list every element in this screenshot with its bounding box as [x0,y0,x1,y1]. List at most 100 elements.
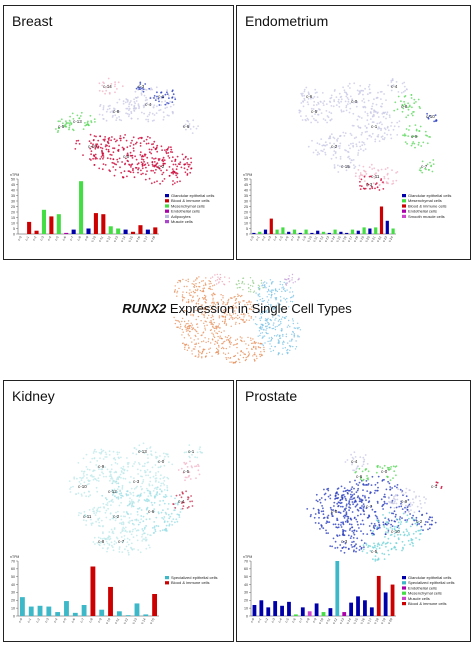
umap-point [382,181,384,184]
umap-point [405,487,408,490]
umap-point [158,159,160,162]
umap-point [133,477,135,480]
umap-point [210,320,212,322]
umap-point [208,280,210,282]
x-tick-label: c-10 [105,617,112,625]
umap-point [79,483,82,485]
umap-point [384,536,386,538]
umap-point [101,468,104,471]
umap-point [109,111,112,113]
umap-point [353,497,356,499]
umap-point [161,96,164,98]
umap-point [259,298,261,301]
umap-point [411,523,414,526]
cluster-label: c-4 [178,499,185,504]
umap-point [322,527,325,530]
umap-point [409,513,411,515]
umap-point [192,296,194,299]
umap-point [322,517,325,519]
umap-point [326,121,328,124]
bar [349,602,354,616]
umap-point [73,476,76,479]
umap-point [360,117,363,119]
umap-point [118,493,121,495]
umap-point [171,101,174,103]
umap-point [270,350,272,353]
y-tick-label: 15 [244,216,248,220]
umap-point [132,169,134,172]
umap-point [267,288,270,291]
umap-point [72,485,74,488]
umap-point [131,519,133,522]
umap-point [318,498,321,501]
umap-point [99,457,101,460]
umap-point [373,173,376,176]
umap-point [84,122,86,124]
umap-point [209,305,211,307]
umap-point [99,146,102,149]
umap-point [266,327,268,330]
umap-point [362,483,365,485]
umap-point [144,163,147,166]
umap-point [244,353,246,356]
umap-point [372,530,375,532]
umap-point [289,346,291,348]
umap-point [378,544,381,546]
umap-point [325,522,328,524]
umap-point [278,352,280,354]
umap-point [171,463,174,466]
umap-point [434,521,437,524]
cluster-label: c-10 [88,144,97,149]
umap-point [410,509,412,511]
umap-point [360,548,363,550]
umap-point [135,486,138,489]
umap-point [95,512,98,514]
y-tick-label: 20 [11,599,15,603]
umap-point [411,114,414,117]
umap-point [363,458,366,461]
umap-point [186,285,188,288]
umap-point [92,478,95,481]
umap-point [126,469,129,472]
umap-point [133,488,136,490]
umap-point [117,496,120,498]
umap-point [125,510,128,513]
umap-point [80,493,83,496]
umap-point [89,461,92,463]
umap-point [150,87,153,89]
umap-point [369,134,371,137]
umap-point [166,520,169,523]
x-tick-label: c-6 [291,617,297,623]
umap-point [141,482,144,485]
umap-point [234,312,237,315]
umap-point [149,492,152,495]
umap-point [222,346,224,349]
umap-point [213,284,216,286]
umap-point [352,550,355,553]
umap-point [412,141,415,143]
umap-point [189,325,192,327]
legend-label: Specialized epithelial cells [171,575,217,580]
umap-point [270,340,272,342]
x-tick-label: c-2 [35,617,41,623]
umap-point [395,513,397,516]
umap-point [81,470,83,473]
bar [314,603,319,616]
umap-point [259,353,261,356]
umap-point [106,502,109,504]
umap-point [195,343,197,345]
umap-point [415,128,418,131]
bar [385,220,389,234]
umap-point [279,303,281,306]
umap-point [360,498,363,501]
umap-point [156,491,159,493]
umap-point [71,128,74,131]
umap-point [150,169,153,172]
umap-point [355,483,358,485]
umap-point [213,321,215,324]
umap-point [136,468,139,471]
umap-cluster [183,444,204,459]
umap-point [348,523,351,526]
umap-point [229,297,232,299]
umap-point [387,129,390,132]
